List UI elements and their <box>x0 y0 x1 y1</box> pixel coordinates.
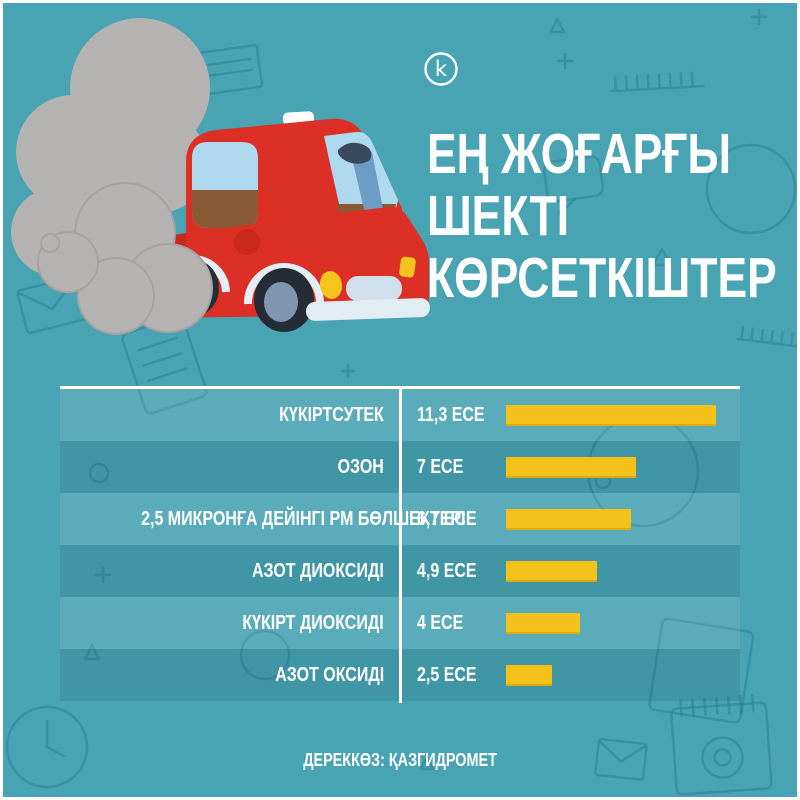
plus-doodle <box>94 566 112 584</box>
k-circle-logo: k <box>424 52 458 86</box>
envelope-icon <box>594 738 648 781</box>
triangle-doodle <box>549 17 566 34</box>
title-line-3: КӨРСЕТКІШТЕР <box>427 246 777 310</box>
value-bar <box>506 664 552 686</box>
grille <box>346 276 402 301</box>
value-cell: 6,7 ЕСЕ <box>400 508 506 531</box>
value-bar <box>506 404 716 426</box>
value-label: 11,3 ЕСЕ <box>417 403 485 426</box>
calendar-icon <box>670 694 773 796</box>
exhaust-smoke-cloud-front <box>37 182 213 335</box>
title-line-2: ШЕКТІ <box>427 184 570 248</box>
pollutant-label: КҮКІРТСУТЕК <box>279 403 384 426</box>
triangle-doodle <box>651 247 673 267</box>
value-label: 6,7 ЕСЕ <box>417 507 477 530</box>
source-footer: ДЕРЕККӨЗ: ҚАЗГИДРОМЕТ <box>3 750 797 771</box>
value-bar <box>506 456 636 478</box>
square-doodle <box>648 617 755 724</box>
bumper <box>305 298 430 321</box>
value-cell: 4 ЕСЕ <box>400 612 506 635</box>
plus-doodle <box>556 52 574 70</box>
value-cell: 2,5 ЕСЕ <box>400 664 506 687</box>
page-title: ЕҢ ЖОҒАРҒЫ ШЕКТІ КӨРСЕТКІШТЕР <box>427 123 777 309</box>
pollutant-label: АЗОТ ОКСИДІ <box>275 663 384 686</box>
clock-icon <box>5 705 89 789</box>
pollutant-cell: АЗОТ ДИОКСИДІ <box>60 560 400 583</box>
value-bar <box>506 560 597 582</box>
pollutant-cell: 2,5 МИКРОНҒА ДЕЙІНГІ PM БӨЛШЕКТЕРІ <box>60 508 465 531</box>
pollutant-cell: АЗОТ ОКСИДІ <box>60 664 400 687</box>
value-cell: 7 ЕСЕ <box>400 456 506 479</box>
source-label: ДЕРЕККӨЗ: ҚАЗГИДРОМЕТ <box>303 750 497 770</box>
pollutant-cell: ОЗОН <box>60 456 400 479</box>
pollutant-label: ОЗОН <box>337 455 384 478</box>
value-label: 2,5 ЕСЕ <box>417 663 477 686</box>
pollutant-cell: КҮКІРТСУТЕК <box>60 404 400 427</box>
office-doodle-pattern-icon <box>5 8 797 796</box>
pollutant-label: 2,5 МИКРОНҒА ДЕЙІНГІ PM БӨЛШЕКТЕРІ <box>141 507 466 530</box>
value-label: 4,9 ЕСЕ <box>417 559 477 582</box>
dot-doodle <box>88 462 110 484</box>
title-line-1: ЕҢ ЖОҒАРҒЫ <box>427 122 731 186</box>
speech-bubble-icon <box>542 155 605 216</box>
logo-letter: k <box>435 57 448 81</box>
logo-circle <box>424 52 458 86</box>
headlight <box>319 271 343 299</box>
smoking-car-illustration <box>11 18 430 335</box>
plus-doodle <box>750 8 768 26</box>
pollutant-label: КҮКІРТ ДИОКСИДІ <box>242 611 384 634</box>
side-marker-light <box>399 256 416 278</box>
wiper-shadow <box>337 142 372 164</box>
pollutant-cell: КҮКІРТ ДИОКСИДІ <box>60 612 400 635</box>
value-bar <box>506 508 631 530</box>
ruler-icon <box>610 71 705 93</box>
pollutant-label: АЗОТ ДИОКСИДІ <box>252 559 384 582</box>
circle-doodle <box>239 629 291 681</box>
triangle-doodle <box>83 643 101 661</box>
limits-bar-chart: КҮКІРТСУТЕК 11,3 ЕСЕ ОЗОН 7 ЕСЕ 2,5 МИКР… <box>60 386 740 703</box>
value-label: 7 ЕСЕ <box>417 455 464 478</box>
ruler-icon <box>736 326 797 348</box>
front-hubcap <box>264 282 298 322</box>
table-column-divider <box>399 386 402 703</box>
value-bar <box>506 612 580 634</box>
front-wheel-arch <box>243 263 324 305</box>
triangle-doodle <box>419 755 435 771</box>
door-handle <box>234 229 260 255</box>
circle-doodle <box>705 143 797 235</box>
plus-doodle <box>340 363 356 379</box>
value-cell: 4,9 ЕСЕ <box>400 560 506 583</box>
windshield-reflection <box>352 152 384 218</box>
car-interior <box>192 190 258 228</box>
value-label: 4 ЕСЕ <box>417 611 464 634</box>
value-cell: 11,3 ЕСЕ <box>400 404 506 427</box>
